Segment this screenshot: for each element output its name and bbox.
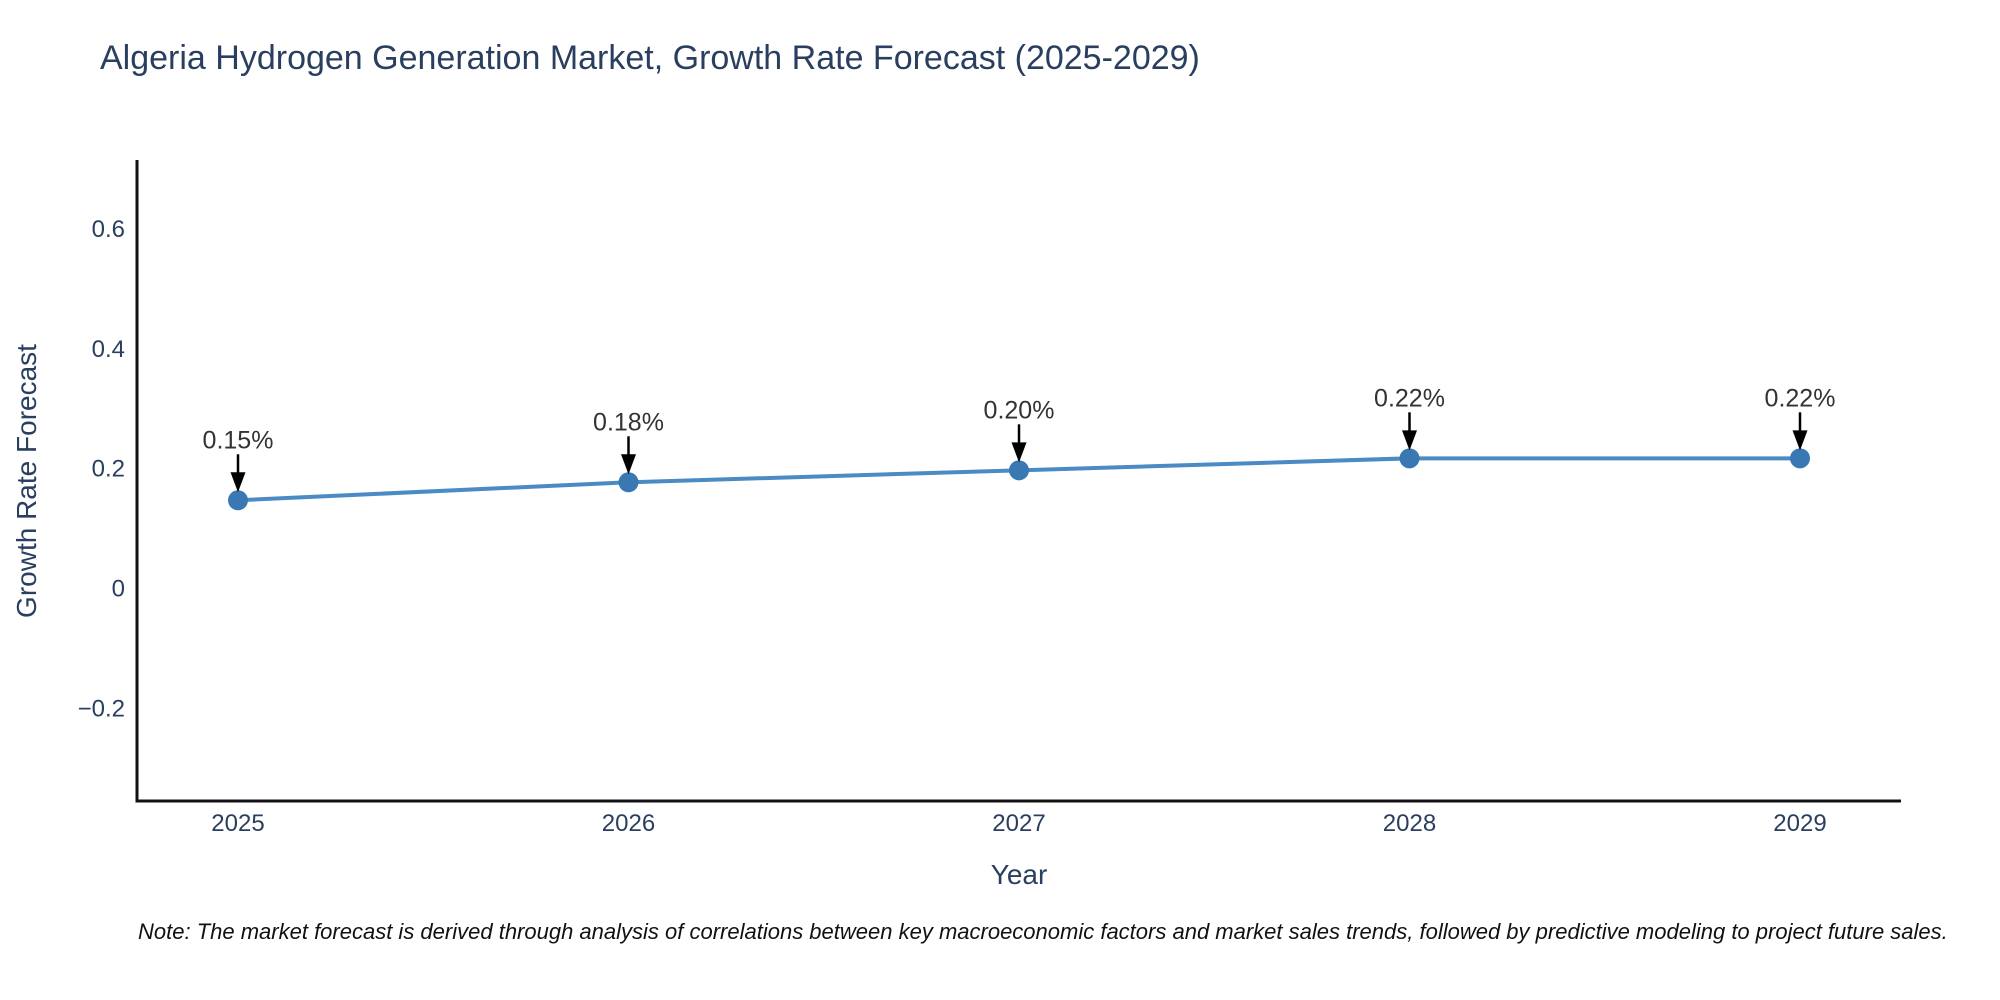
annotation-label: 0.22% xyxy=(1765,384,1836,412)
y-tick-label: 0.6 xyxy=(92,216,125,243)
chart-title: Algeria Hydrogen Generation Market, Grow… xyxy=(100,39,1200,77)
x-tick-label: 2027 xyxy=(992,810,1045,837)
x-tick-label: 2026 xyxy=(602,810,655,837)
annotation-arrow-head xyxy=(621,454,636,475)
data-point-2025[interactable] xyxy=(228,490,248,511)
y-tick-label: 0.4 xyxy=(92,336,125,363)
y-tick-label: 0.2 xyxy=(92,456,125,483)
x-tick-label: 2025 xyxy=(211,810,264,837)
x-axis-title: Year xyxy=(990,859,1048,890)
footnote: Note: The market forecast is derived thr… xyxy=(138,919,1948,944)
axis-lines xyxy=(135,160,1901,803)
x-tick-label: 2029 xyxy=(1773,810,1826,837)
annotation-label: 0.20% xyxy=(984,396,1055,424)
annotation-label: 0.18% xyxy=(593,408,664,436)
data-point-2026[interactable] xyxy=(618,472,639,493)
annotation-label: 0.15% xyxy=(203,426,274,454)
annotation-arrow-head xyxy=(1402,430,1417,451)
data-point-2029[interactable] xyxy=(1790,448,1810,469)
data-point-2027[interactable] xyxy=(1009,460,1029,481)
y-tick-label: 0 xyxy=(112,575,125,602)
annotation-arrow-head xyxy=(1011,442,1027,463)
annotation-arrow-head xyxy=(230,472,246,493)
y-tick-label: −0.2 xyxy=(78,695,125,722)
data-point-2028[interactable] xyxy=(1399,448,1420,469)
x-tick-label: 2028 xyxy=(1383,810,1436,837)
annotation-label: 0.22% xyxy=(1374,384,1445,412)
annotation-arrow-head xyxy=(1792,430,1808,451)
